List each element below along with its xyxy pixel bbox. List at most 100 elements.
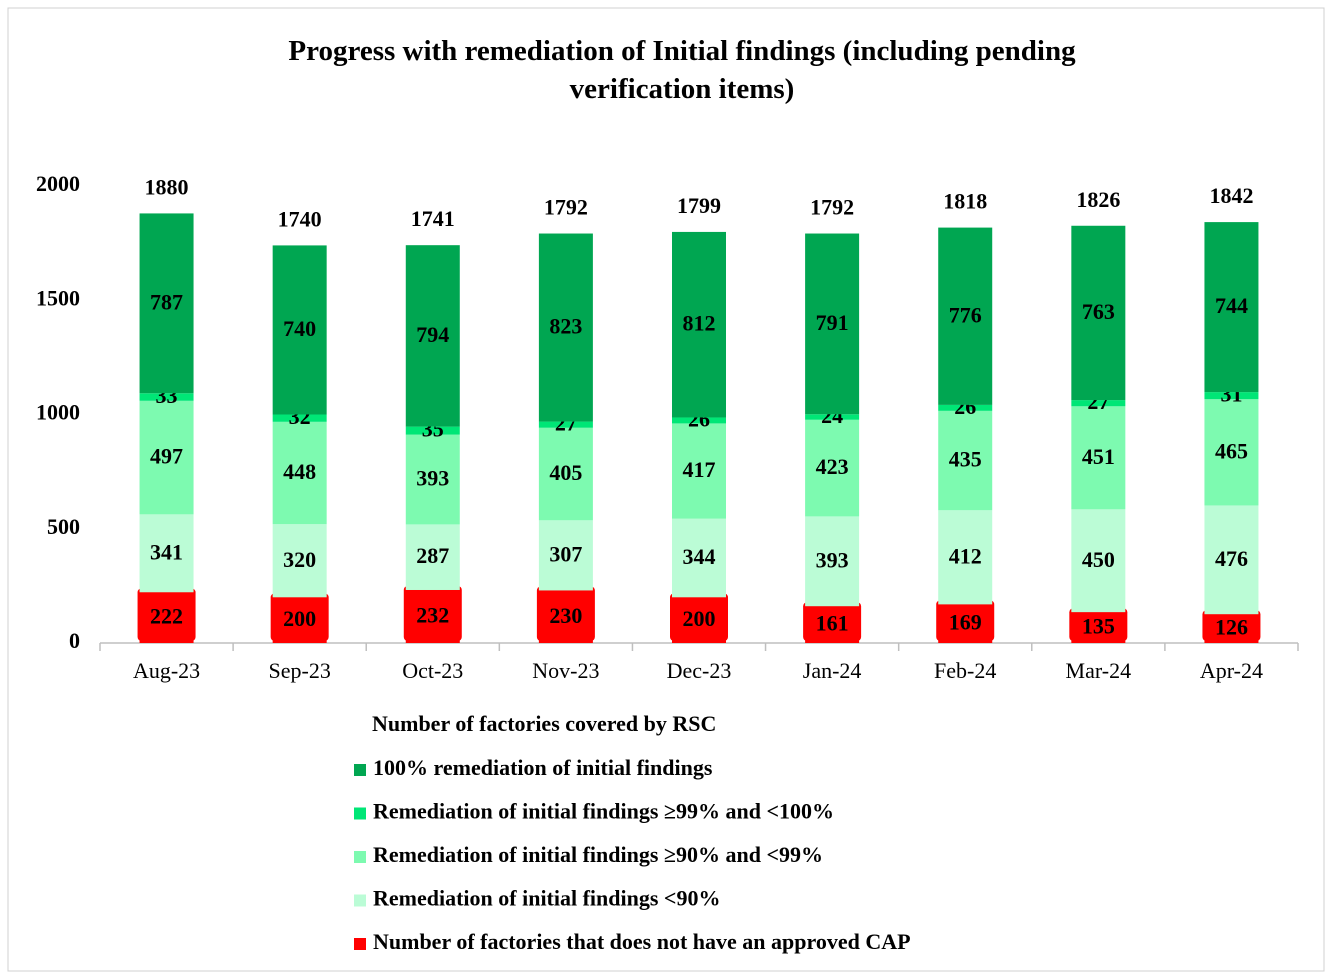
x-tick-label: Apr-24 [1200,658,1263,683]
bar-segment [139,393,194,401]
bar-segment [805,516,860,607]
bar-segment [1204,505,1259,615]
data-label: 794 [416,322,449,347]
bar-segment [938,227,993,405]
label-box [936,600,995,641]
x-tick-label: Sep-23 [269,658,331,683]
y-tick-label: 500 [47,514,80,539]
bar-segment [139,514,194,593]
legend-label: Remediation of initial findings ≥99% and… [373,799,834,824]
label-box [137,588,196,641]
data-label: 776 [949,302,982,327]
data-label: 393 [816,547,849,572]
label-box [1069,608,1128,641]
bar-segment [672,423,726,519]
bar-segment [405,434,460,525]
y-tick-label: 0 [69,628,80,653]
legend-title: Number of factories covered by RSC [372,711,716,736]
x-tick-label: Oct-23 [402,658,463,683]
data-label: 169 [949,610,982,635]
chart-title: Progress with remediation of Initial fin… [288,35,1076,105]
y-tick-label: 1500 [36,285,80,310]
total-label: 1740 [278,206,322,231]
total-label: 1741 [411,206,455,231]
data-label: 465 [1215,438,1248,463]
legend-swatch [354,807,366,820]
y-tick-label: 1000 [36,400,80,425]
bar-segment [672,417,726,424]
bar-segment [139,213,194,394]
data-label: 307 [549,541,582,566]
data-label: 448 [283,459,316,484]
x-tick-label: Dec-23 [667,658,732,683]
bar-segment [672,231,726,418]
total-label: 1792 [810,195,854,220]
bar-segment [272,414,327,422]
bar-segment [938,510,993,605]
y-tick-label: 2000 [36,171,80,196]
data-label: 423 [816,454,849,479]
data-label: 161 [816,611,849,636]
data-label: 126 [1215,615,1248,640]
label-box [403,585,462,641]
data-label: 812 [683,311,716,336]
x-tick-label: Mar-24 [1066,658,1132,683]
x-tick-label: Nov-23 [532,658,599,683]
bar-segment [1204,222,1259,393]
bar-segment [1071,509,1126,613]
bar-segment [538,421,593,428]
bar-segment [938,410,993,511]
data-label: 791 [816,310,849,335]
bar-segment [538,520,593,591]
data-label: 232 [416,603,449,628]
data-label: 230 [549,603,582,628]
data-label: 823 [549,314,582,339]
total-label: 1792 [544,195,588,220]
bar-segment [805,419,860,517]
total-label: 1799 [677,193,721,218]
bar-segment [672,518,726,598]
bar-segment [272,245,327,415]
bar-segment [1204,399,1259,506]
bar-segment [405,426,460,435]
total-label: 1842 [1209,183,1253,208]
bar-segment [538,233,593,422]
bar-segment [805,233,860,415]
bar-segment [538,427,593,521]
data-label: 451 [1082,444,1115,469]
data-label: 320 [283,547,316,572]
legend-swatch [354,764,366,776]
legend-label: Remediation of initial findings <90% [373,886,720,911]
bar-segment [139,400,194,515]
legend-label: Number of factories that does not have a… [373,929,911,954]
data-label: 344 [683,544,716,569]
x-tick-label: Aug-23 [133,658,200,683]
data-label: 476 [1215,546,1248,571]
data-label: 450 [1082,547,1115,572]
data-label: 222 [150,604,183,629]
bar-segment [938,404,993,411]
bar-segment [1071,225,1126,401]
label-box [803,602,862,641]
label-box [270,593,329,641]
total-label: 1880 [145,174,189,199]
legend-swatch [354,851,366,863]
bar-segment [405,524,460,590]
data-label: 200 [683,606,716,631]
data-label: 417 [683,457,716,482]
legend-swatch [354,938,366,950]
legend-swatch [354,894,366,907]
data-label: 740 [283,316,316,341]
data-label: 763 [1082,299,1115,324]
label-box [536,586,595,641]
chart-border [7,7,1325,972]
data-label: 393 [416,466,449,491]
data-label: 341 [150,539,183,564]
total-label: 1826 [1076,187,1120,212]
x-tick-label: Feb-24 [934,658,996,683]
data-label: 287 [416,543,449,568]
data-label: 135 [1082,614,1115,639]
label-box [1202,610,1261,641]
data-label: 200 [283,606,316,631]
